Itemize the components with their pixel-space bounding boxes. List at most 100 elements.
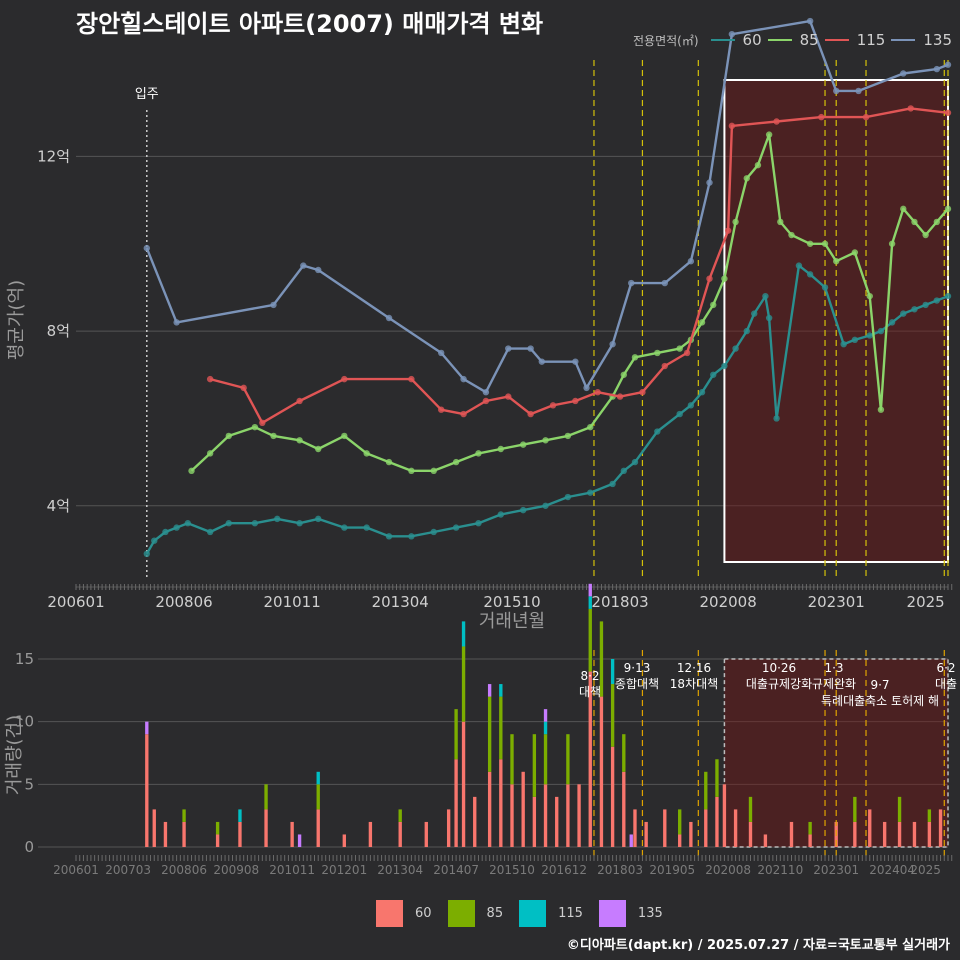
bar-60	[733, 809, 738, 847]
y-tick-label: 8억	[47, 322, 70, 340]
bar-x-tick-label: 201304	[377, 863, 423, 877]
bar-60	[566, 784, 570, 847]
data-point-135	[628, 279, 635, 287]
data-point-135	[687, 258, 695, 265]
data-point-115	[594, 389, 601, 396]
data-point-60	[519, 506, 527, 514]
data-point-60	[620, 467, 627, 475]
bar-x-tick-label: 200703	[105, 863, 151, 877]
bar-legend-label-135: 135	[637, 906, 663, 921]
data-point-85	[363, 450, 370, 457]
bar-60	[424, 821, 428, 847]
data-point-135	[385, 314, 393, 322]
data-point-85	[743, 175, 750, 182]
bar-x-tick-label: 201510	[489, 863, 535, 877]
data-point-60	[821, 284, 829, 291]
bar-85	[264, 784, 268, 810]
data-point-60	[710, 371, 717, 378]
bar-85	[398, 809, 402, 822]
bar-135	[145, 721, 149, 735]
data-point-115	[728, 122, 736, 130]
source-footer: ©디아파트(dapt.kr) / 2025.07.27 / 자료=국토교통부 실…	[566, 938, 950, 953]
series-line-135	[145, 19, 949, 394]
bar-60	[264, 809, 268, 847]
bar-60	[532, 796, 537, 847]
bar-60	[722, 784, 727, 847]
bar-85	[454, 709, 458, 760]
data-point-115	[437, 406, 445, 413]
bar-legend-box-60	[376, 900, 403, 927]
data-point-60	[143, 550, 151, 557]
x-tick-label: 202008	[700, 593, 757, 611]
data-point-115	[206, 375, 214, 383]
data-point-60	[765, 314, 773, 322]
data-point-115	[944, 109, 952, 116]
data-point-60	[654, 428, 661, 435]
bar-60	[853, 821, 857, 847]
bar-85	[678, 809, 682, 835]
bar-60	[316, 809, 320, 847]
data-point-115	[616, 393, 624, 400]
policy-text-label: 대출규제강화	[746, 677, 812, 691]
data-point-85	[676, 345, 683, 352]
policy-date-label: 1·3	[824, 661, 843, 675]
legend-line-135	[891, 39, 916, 41]
bar-60	[912, 821, 917, 847]
bar-x-tick-label: 201803	[597, 863, 643, 877]
data-point-85	[497, 445, 505, 453]
data-point-135	[143, 244, 151, 252]
data-point-60	[676, 410, 683, 418]
bar-x-tick-label: 202301	[813, 863, 859, 877]
series-line-85	[190, 133, 949, 472]
data-point-85	[698, 319, 706, 326]
data-point-60	[751, 310, 758, 317]
data-point-60	[452, 524, 460, 531]
series-line-115	[209, 107, 949, 424]
bar-y-tick-label: 10	[15, 713, 34, 731]
bar-85	[543, 734, 548, 785]
bar-85	[588, 608, 592, 672]
data-point-115	[862, 113, 870, 121]
data-point-60	[225, 520, 232, 527]
bar-x-tick-label: 201612	[541, 863, 587, 877]
bar-85	[510, 734, 514, 785]
bar-115	[499, 684, 503, 697]
data-point-115	[907, 105, 914, 112]
data-point-135	[933, 65, 941, 73]
data-point-60	[743, 327, 750, 335]
bar-115	[588, 596, 592, 609]
data-point-115	[683, 349, 691, 357]
x-tick-label: 201304	[372, 593, 429, 611]
bar-60	[897, 821, 902, 847]
bar-60	[868, 809, 872, 847]
bar-115	[316, 771, 320, 785]
data-point-135	[300, 262, 307, 269]
bar-60	[938, 809, 943, 847]
data-point-85	[788, 231, 795, 239]
data-point-135	[527, 345, 534, 352]
bar-60	[215, 834, 220, 847]
legend-item-135: 135	[891, 31, 952, 49]
bar-60	[398, 821, 402, 847]
data-point-60	[687, 402, 695, 409]
data-point-85	[270, 432, 277, 440]
policy-text-label: 종합대책	[615, 676, 659, 691]
legend-label-85: 85	[799, 31, 819, 49]
legend-line-115	[824, 39, 849, 41]
bar-85	[461, 646, 466, 722]
data-point-85	[721, 275, 728, 282]
data-point-60	[922, 301, 929, 309]
line-legend: 전용면적(㎡) 60 85 115 135	[633, 31, 952, 49]
data-point-60	[587, 489, 594, 496]
bar-115	[543, 721, 548, 735]
data-point-85	[922, 231, 929, 239]
bar-60	[342, 834, 346, 847]
data-point-85	[188, 467, 195, 475]
bar-60	[927, 821, 932, 847]
data-point-85	[806, 240, 814, 247]
data-point-60	[206, 528, 214, 536]
bar-85	[897, 796, 902, 822]
bar-60	[454, 759, 458, 847]
data-point-135	[609, 341, 616, 348]
policy-date-label: 8·2	[580, 669, 599, 683]
